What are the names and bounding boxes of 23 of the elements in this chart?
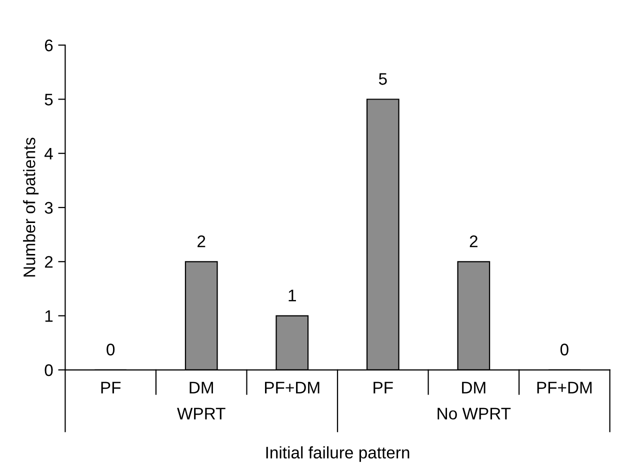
data-label: 5 <box>378 73 387 85</box>
x-axis-title: Initial failure pattern <box>266 446 410 462</box>
x-tick-label: PF <box>374 382 393 394</box>
y-tick-label: 3 <box>44 202 53 214</box>
x-tick-label: PF+DM <box>537 382 592 394</box>
text: WPRT <box>177 408 226 420</box>
y-tick-label: 6 <box>44 40 53 52</box>
data-label: 0 <box>560 344 568 356</box>
y-axis-title: Number of patients <box>23 138 39 277</box>
y-tick-label: 2 <box>44 256 53 268</box>
y-tick-label: 5 <box>44 94 53 106</box>
x-tick-label: DM <box>462 382 486 394</box>
y-tick-label: 0 <box>44 364 53 376</box>
x-tick-label: PF <box>101 382 121 394</box>
data-label: 1 <box>288 290 296 302</box>
data-label: 0 <box>106 344 115 356</box>
text: No WPRT <box>438 408 511 420</box>
data-label: 2 <box>470 235 478 248</box>
x-tick-label: DM <box>190 382 213 394</box>
x-tick-label: PF+DM <box>265 382 320 394</box>
data-label: 2 <box>198 235 206 248</box>
y-tick-label: 4 <box>44 148 53 160</box>
y-tick-label: 1 <box>45 310 53 322</box>
